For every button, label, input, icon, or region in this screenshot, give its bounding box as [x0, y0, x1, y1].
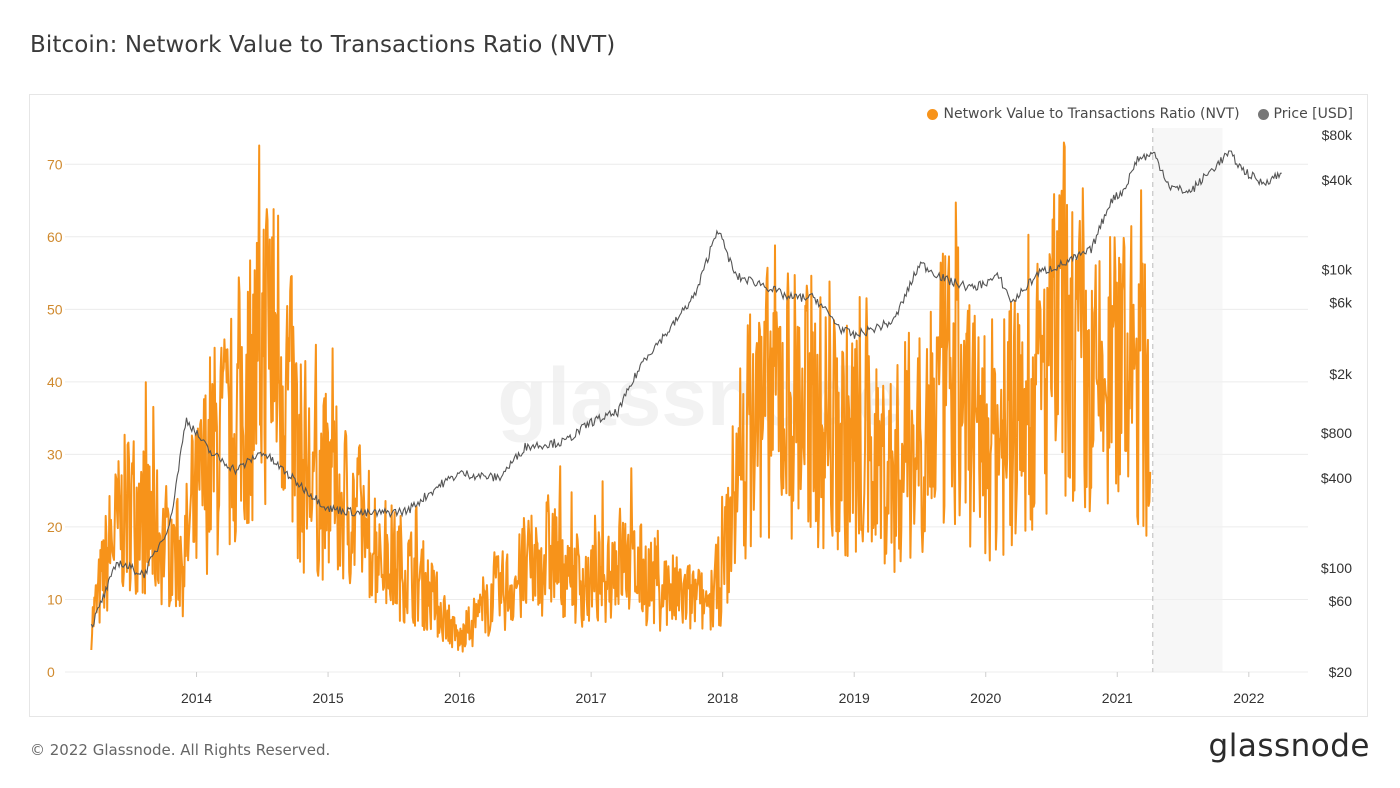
y-right-tick-label: $2k — [1329, 366, 1353, 382]
legend: Network Value to Transactions Ratio (NVT… — [927, 106, 1353, 122]
y-right-tick-label: $80k — [1322, 127, 1353, 143]
y-right-tick-label: $60 — [1329, 593, 1353, 609]
legend-label-nvt: Network Value to Transactions Ratio (NVT… — [943, 106, 1240, 122]
x-tick-label: 2016 — [444, 690, 475, 706]
chart-panel — [29, 94, 1368, 717]
y-left-tick-label: 60 — [47, 229, 63, 245]
y-right-tick-label: $40k — [1322, 172, 1353, 188]
x-tick-label: 2017 — [576, 690, 607, 706]
legend-dot-nvt — [927, 108, 939, 120]
y-right-tick-label: $10k — [1322, 262, 1353, 278]
y-right-tick-label: $800 — [1321, 425, 1352, 441]
nvt-line — [90, 141, 1152, 653]
price-line — [90, 150, 1282, 628]
legend-label-price: Price [USD] — [1273, 106, 1353, 122]
projection-area — [1152, 128, 1223, 672]
x-tick-label: 2022 — [1233, 690, 1264, 706]
y-left-tick-label: 40 — [47, 374, 63, 390]
y-right-tick-label: $100 — [1321, 560, 1352, 576]
copyright-footer: © 2022 Glassnode. All Rights Reserved. — [30, 741, 331, 759]
y-left-tick-label: 50 — [47, 301, 63, 317]
price-series — [90, 150, 1282, 628]
y-right-tick-label: $20 — [1329, 664, 1353, 680]
y-left-tick-label: 20 — [47, 519, 63, 535]
x-tick-label: 2021 — [1102, 690, 1133, 706]
y-left-tick-label: 0 — [47, 664, 55, 680]
y-right-tick-label: $6k — [1329, 295, 1353, 311]
x-tick-label: 2018 — [707, 690, 738, 706]
x-tick-label: 2019 — [839, 690, 870, 706]
legend-item-price[interactable]: Price [USD] — [1257, 106, 1353, 122]
chart-title: Bitcoin: Network Value to Transactions R… — [30, 32, 616, 58]
x-tick-label: 2015 — [312, 690, 343, 706]
y-left-tick-label: 30 — [47, 446, 63, 462]
legend-item-nvt[interactable]: Network Value to Transactions Ratio (NVT… — [927, 106, 1240, 122]
glassnode-logo: glassnode — [1208, 728, 1370, 764]
y-left-tick-label: 70 — [47, 156, 63, 172]
x-tick-label: 2014 — [181, 690, 212, 706]
projection-band — [1152, 128, 1223, 672]
legend-dot-price — [1257, 108, 1269, 120]
y-right-tick-label: $400 — [1321, 470, 1352, 486]
x-tick-label: 2020 — [970, 690, 1001, 706]
axis-labels: 0 10 20 30 40 50 60 70 $20 $60 $100 $400 $800 $2k $6k $… — [47, 127, 1353, 706]
y-left-tick-label: 10 — [47, 591, 63, 607]
nvt-series — [90, 141, 1152, 653]
